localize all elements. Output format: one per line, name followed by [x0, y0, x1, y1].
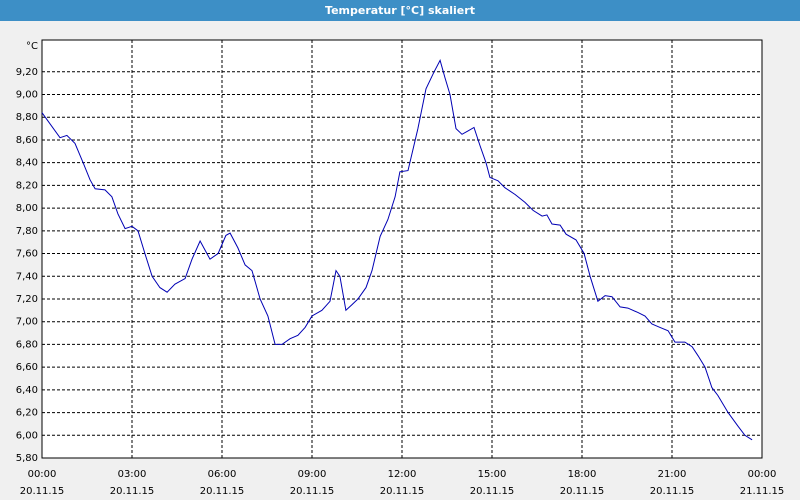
y-tick-label: 8,20: [16, 180, 38, 191]
y-tick-label: 7,60: [16, 249, 38, 260]
y-tick-label: 8,40: [16, 158, 38, 169]
y-tick-label: 6,60: [16, 362, 38, 373]
x-tick-date: 20.11.15: [650, 486, 695, 497]
y-tick-label: 8,00: [16, 203, 38, 214]
data-line: [41, 59, 753, 441]
y-tick-label: 5,80: [16, 453, 38, 464]
x-tick-label: 21:00: [658, 469, 687, 480]
title: Temperatur [°C] skaliert: [325, 4, 475, 17]
title-bar: [0, 0, 800, 21]
x-tick-date: 20.11.15: [200, 486, 245, 497]
x-tick-date: 20.11.15: [560, 486, 605, 497]
y-tick-label: 7,40: [16, 271, 38, 282]
y-tick-label: 9,20: [16, 67, 38, 78]
plot-bg: [42, 40, 762, 458]
y-tick-label: 8,80: [16, 112, 38, 123]
x-tick-date: 20.11.15: [380, 486, 425, 497]
y-tick-label: 7,80: [16, 226, 38, 237]
x-tick-label: 12:00: [388, 469, 417, 480]
x-tick-date: 20.11.15: [110, 486, 155, 497]
x-tick-label: 15:00: [478, 469, 507, 480]
x-tick-date: 20.11.15: [470, 486, 515, 497]
y-unit: °C: [26, 41, 38, 52]
x-tick-label: 06:00: [208, 469, 237, 480]
x-tick-date: 20.11.15: [290, 486, 335, 497]
x-tick-date: 20.11.15: [20, 486, 65, 497]
y-tick-label: 7,20: [16, 294, 38, 305]
x-tick-label: 09:00: [298, 469, 327, 480]
y-tick-label: 8,60: [16, 135, 38, 146]
y-tick-label: 6,40: [16, 385, 38, 396]
x-tick-label: 00:00: [748, 469, 777, 480]
y-tick-label: 6,00: [16, 430, 38, 441]
plot-border: [41, 39, 763, 459]
x-tick-label: 00:00: [28, 469, 57, 480]
x-tick-label: 18:00: [568, 469, 597, 480]
y-tick-label: 9,00: [16, 90, 38, 101]
y-tick-label: 7,00: [16, 317, 38, 328]
y-tick-label: 6,20: [16, 408, 38, 419]
x-tick-date: 21.11.15: [740, 486, 785, 497]
y-tick-label: 6,80: [16, 339, 38, 350]
x-tick-label: 03:00: [118, 469, 147, 480]
